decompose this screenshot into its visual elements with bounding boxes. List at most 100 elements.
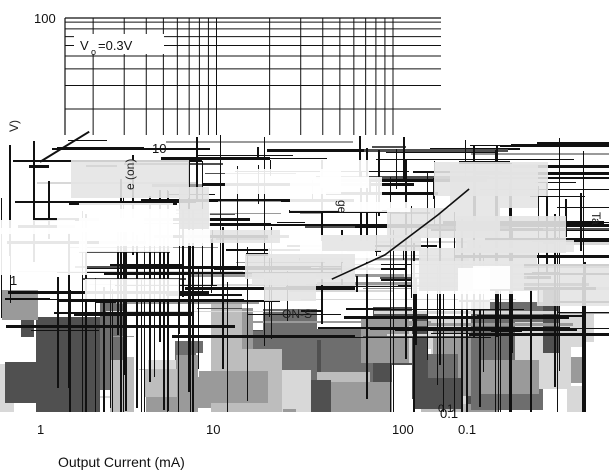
noise-streak xyxy=(106,311,284,312)
noise-streak xyxy=(218,201,281,202)
noise-vline xyxy=(498,287,499,412)
noise-block xyxy=(361,316,409,363)
noise-streak xyxy=(395,328,577,331)
noise-streak xyxy=(316,176,489,179)
noise-block xyxy=(199,371,268,403)
noise-vline xyxy=(530,288,532,412)
noise-streak xyxy=(530,196,585,197)
noise-vline xyxy=(196,137,198,201)
noise-streak xyxy=(471,153,609,155)
series-group xyxy=(39,130,470,280)
noise-streak xyxy=(470,145,514,146)
noise-vline xyxy=(192,210,194,412)
noise-vline xyxy=(178,279,179,412)
noise-vline xyxy=(123,197,124,412)
noise-streak xyxy=(344,316,569,319)
noise-streak xyxy=(74,314,193,316)
noise-wash xyxy=(339,202,410,212)
noise-streak xyxy=(381,278,411,281)
series-line xyxy=(39,130,90,163)
x-axis-title: Output Current (mA) xyxy=(58,454,185,470)
noise-streak xyxy=(5,298,50,300)
x-tick-label: 100 xyxy=(392,422,414,437)
noise-vline xyxy=(584,262,586,412)
noise-vline xyxy=(359,136,361,181)
noise-vline xyxy=(559,138,560,371)
noise-streak xyxy=(75,266,120,268)
noise-block xyxy=(176,355,198,412)
noise-vline xyxy=(509,238,511,412)
noise-vline xyxy=(443,294,444,412)
noise-streak xyxy=(301,299,516,300)
noise-wash xyxy=(467,240,574,252)
noise-wash xyxy=(225,169,341,194)
y-axis-inner-fragment: e (on) xyxy=(123,159,137,190)
noise-vline xyxy=(411,206,412,298)
noise-streak xyxy=(277,222,305,223)
noise-vline xyxy=(33,141,35,262)
noise-vline xyxy=(82,211,83,412)
noise-streak xyxy=(358,241,532,243)
y-tick-label: 0.1 xyxy=(440,406,458,421)
noise-vline xyxy=(390,177,391,412)
noise-vline xyxy=(222,227,224,369)
noise-vline xyxy=(413,243,415,412)
noise-vline xyxy=(580,193,582,251)
noise-streak xyxy=(172,335,355,338)
noise-vline xyxy=(583,151,584,368)
noise-streak xyxy=(209,214,235,215)
noise-block xyxy=(328,382,402,412)
noise-vline xyxy=(112,289,113,412)
noise-vline xyxy=(179,190,180,334)
noise-vline xyxy=(95,278,96,412)
noise-wash xyxy=(322,235,421,251)
noise-streak xyxy=(301,310,321,312)
noise-streak xyxy=(535,182,576,183)
noise-streak xyxy=(363,288,441,289)
noise-vline xyxy=(500,264,501,412)
noise-vline xyxy=(48,181,50,239)
noise-vline xyxy=(69,290,71,412)
noise-streak xyxy=(116,302,259,304)
noise-streak xyxy=(253,321,431,323)
noise-wash xyxy=(473,266,510,289)
noise-vline xyxy=(461,219,463,412)
text-fragment: ge xyxy=(335,200,349,214)
noise-wash xyxy=(71,160,189,198)
noise-vline xyxy=(483,256,484,372)
noise-streak xyxy=(496,333,609,336)
noise-streak xyxy=(513,165,609,168)
noise-vline xyxy=(103,287,105,412)
noise-vline xyxy=(120,248,121,412)
noise-streak xyxy=(208,224,427,226)
noise-streak xyxy=(378,255,442,256)
noise-wash xyxy=(537,264,609,306)
noise-streak xyxy=(68,140,107,141)
noise-vline xyxy=(376,177,377,256)
noise-vline xyxy=(57,277,59,388)
noise-vline xyxy=(167,262,168,412)
x-tick-label: 1 xyxy=(37,422,44,437)
noise-vline xyxy=(582,277,584,412)
noise-streak xyxy=(543,228,609,230)
noise-vline xyxy=(159,190,161,342)
noise-wash xyxy=(342,263,381,274)
noise-vline xyxy=(405,159,407,359)
condition-label: V xyxy=(80,38,89,53)
right-axis-fragment: 0.1 xyxy=(458,422,476,437)
noise-streak xyxy=(380,309,524,310)
noise-wash xyxy=(0,228,87,275)
x-tick-label: 10 xyxy=(206,422,220,437)
noise-block xyxy=(283,409,296,412)
condition-annotation: V o =0.3V xyxy=(74,34,164,57)
noise-vline xyxy=(396,149,397,189)
noise-vline xyxy=(237,166,238,269)
text-fragment: ON-S xyxy=(282,307,312,321)
noise-streak xyxy=(340,179,487,182)
noise-streak xyxy=(535,313,609,314)
noise-streak xyxy=(546,328,609,329)
noise-streak xyxy=(176,213,281,214)
right-axis-fragment: 0.1 xyxy=(438,403,453,415)
noise-streak xyxy=(29,165,49,168)
noise-vline xyxy=(163,238,165,410)
